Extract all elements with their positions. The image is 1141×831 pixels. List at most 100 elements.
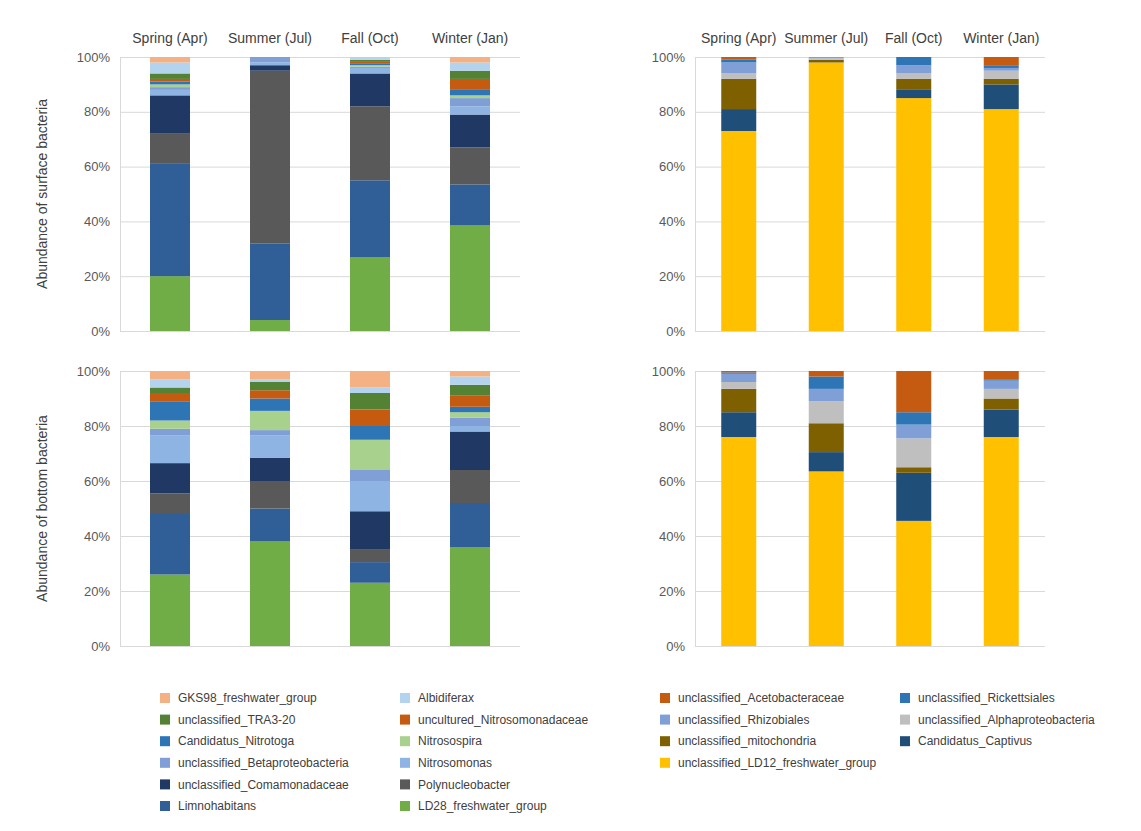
y-axis: 0%20%40%60%80%100%: [652, 50, 1045, 339]
bar-segment: [450, 71, 490, 79]
tick-label: 60%: [84, 159, 110, 174]
legend-swatch: [400, 779, 410, 789]
grid-line: [695, 646, 1045, 647]
legend-item: Limnohabitans: [160, 799, 256, 813]
legend-label: Candidatus_Captivus: [918, 734, 1032, 748]
legend-item: unclassified_LD12_freshwater_group: [660, 756, 876, 770]
bar-segment: [350, 257, 390, 331]
legend-label: unclassified_mitochondria: [678, 734, 816, 748]
bar-segment: [150, 401, 190, 420]
bar-segment: [150, 134, 190, 164]
bar-segment: [450, 98, 490, 106]
bar-segment: [350, 470, 390, 481]
tick: 80%: [84, 419, 520, 434]
tick: 100%: [77, 364, 520, 379]
tick-label: 0%: [666, 639, 685, 654]
bar-segment: [450, 106, 490, 114]
axis-line: [121, 58, 521, 332]
bar-segment: [450, 385, 490, 396]
bar-segment: [350, 481, 390, 511]
legend-swatch: [400, 801, 410, 811]
legend-item: unclassified_Acetobacteraceae: [660, 691, 844, 705]
bar-segment: [350, 371, 390, 388]
y-axis: 0%20%40%60%80%100%: [77, 50, 520, 339]
legend-label: Limnohabitans: [178, 799, 256, 813]
tick-label: 60%: [659, 159, 685, 174]
bar-segment: [896, 98, 931, 331]
legend-swatch: [660, 736, 670, 746]
legend-label: Nitrosospira: [418, 734, 482, 748]
bars: [150, 57, 490, 331]
bar-segment: [250, 458, 290, 481]
bar-segment: [350, 511, 390, 550]
bar-segment: [450, 396, 490, 407]
legend-label: unclassified_Alphaproteobacteria: [918, 713, 1095, 727]
bar-segment: [350, 562, 390, 583]
bar-segment: [250, 390, 290, 398]
bar-segment: [450, 79, 490, 90]
y-title: Abundance of bottom bacteria: [34, 415, 50, 602]
bar-segment: [984, 389, 1019, 399]
bar-segment: [809, 58, 844, 59]
bar-segment: [150, 276, 190, 331]
bar-segment: [250, 371, 290, 379]
legend-swatch: [660, 693, 670, 703]
legend-label: unclassified_Acetobacteraceae: [678, 691, 844, 705]
legend-swatch: [900, 715, 910, 725]
bar-segment: [450, 418, 490, 426]
bars: [150, 371, 490, 646]
axis-line: [696, 372, 1046, 647]
bar-segment: [984, 371, 1019, 379]
bar-segment: [150, 493, 190, 514]
bar-segment: [809, 57, 844, 58]
tick-label: 100%: [77, 364, 111, 379]
bar-segment: [250, 65, 290, 70]
bar-segment: [250, 430, 290, 436]
bar-segment: [450, 503, 490, 547]
bar-segment: [250, 243, 290, 320]
bar-segment: [721, 389, 756, 412]
bar-segment: [150, 84, 190, 87]
legend-item: GKS98_freshwater_group: [160, 691, 317, 705]
legend-label: uncultured_Nitrosomonadaceae: [418, 713, 588, 727]
bar-segment: [450, 226, 490, 331]
tick-label: Spring (Apr): [132, 30, 207, 46]
legend-item: unclassified_TRA3-20: [160, 713, 296, 727]
bar-segment: [984, 79, 1019, 84]
bar-segment: [896, 521, 931, 646]
tick-label: 20%: [84, 584, 110, 599]
legend-label: Nitrosomonas: [418, 756, 492, 770]
bar-segment: [896, 371, 931, 412]
bar-segment: [250, 382, 290, 390]
tick-label: Fall (Oct): [885, 30, 943, 46]
x-axis: Spring (Apr)Summer (Jul)Fall (Oct)Winter…: [696, 30, 1046, 58]
bar-segment: [896, 73, 931, 78]
bar-segment: [984, 410, 1019, 438]
y-axis: 0%20%40%60%80%100%: [652, 364, 1045, 654]
bar-segment: [450, 62, 490, 70]
bar-segment: [250, 57, 290, 58]
legend-item: unclassified_Comamonadaceae: [160, 778, 349, 792]
legend-item: unclassified_Rhizobiales: [660, 713, 809, 727]
bar-segment: [350, 60, 390, 61]
bar-segment: [984, 71, 1019, 79]
y-title: Abundance of surface bacteria: [34, 99, 50, 289]
tick-label: 20%: [84, 269, 110, 284]
bar-segment: [896, 473, 931, 521]
panel: 0%20%40%60%80%100%Spring (Apr)Summer (Ju…: [652, 30, 1046, 339]
panel: 0%20%40%60%80%100%Abundance of bottom ba…: [34, 364, 520, 654]
grid-line: [120, 646, 520, 647]
legend-swatch: [900, 693, 910, 703]
tick-label: 0%: [666, 324, 685, 339]
tick-label: 60%: [659, 474, 685, 489]
legend-item: Nitrosospira: [400, 734, 482, 748]
tick-label: 100%: [77, 50, 111, 65]
bar-segment: [150, 371, 190, 379]
bar-segment: [150, 73, 190, 78]
legend-swatch: [400, 758, 410, 768]
legend-label: unclassified_Rhizobiales: [678, 713, 809, 727]
tick-label: 40%: [659, 214, 685, 229]
bar-segment: [150, 90, 190, 95]
bar-segment: [150, 379, 190, 387]
bar-segment: [721, 437, 756, 646]
